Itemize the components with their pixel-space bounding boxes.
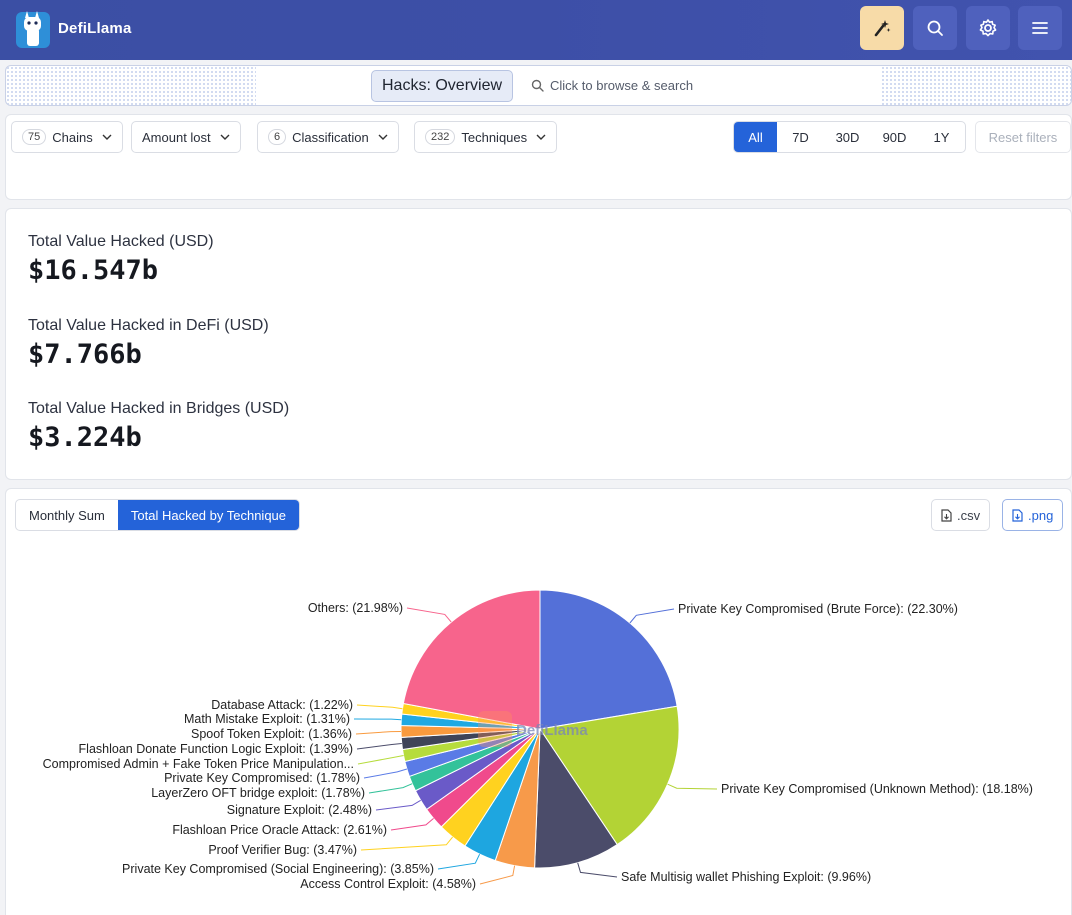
total-hacked-label: Total Value Hacked (USD) (28, 233, 214, 250)
pie-slice-label: Safe Multisig wallet Phishing Exploit: (… (621, 870, 871, 884)
classification-filter[interactable]: 6 Classification (257, 121, 399, 153)
download-png-button[interactable]: .png (1002, 499, 1064, 531)
pie-leader-line (479, 865, 516, 885)
menu-button[interactable] (1018, 6, 1062, 50)
page-search-bar[interactable]: Hacks: Overview Click to browse & search (5, 65, 1072, 106)
chevron-down-icon (220, 134, 230, 140)
pie-slice-label: Database Attack: (1.22%) (211, 698, 353, 712)
pie-slice-label: LayerZero OFT bridge exploit: (1.78%) (151, 786, 365, 800)
search-icon (531, 79, 544, 92)
chevron-down-icon (102, 134, 112, 140)
pie-leader-line (368, 783, 413, 794)
chains-count-badge: 75 (22, 129, 47, 145)
pie-leader-line (437, 853, 481, 870)
pie-slice-label: Others: (21.98%) (308, 601, 403, 615)
pie-slice-label: Private Key Compromised (Brute Force): (… (678, 602, 958, 616)
search-button[interactable] (913, 6, 957, 50)
total-hacked-value: $16.547b (28, 255, 159, 286)
pie-leader-line (629, 608, 675, 624)
png-label: .png (1028, 507, 1054, 523)
csv-label: .csv (957, 507, 981, 523)
ai-assistant-button[interactable] (860, 6, 904, 50)
bridges-hacked-label: Total Value Hacked in Bridges (USD) (28, 400, 290, 417)
pie-leader-line (363, 768, 408, 779)
sparkle-icon (874, 20, 891, 37)
pie-leader-line (355, 731, 402, 735)
classification-filter-label: Classification (292, 129, 369, 145)
pie-slice[interactable] (534, 727, 618, 869)
pie-slice-label: Private Key Compromised (Social Engineer… (122, 862, 434, 876)
brand-name: DefiLlama (58, 19, 132, 37)
tab-total-hacked-by-technique[interactable]: Total Hacked by Technique (117, 500, 300, 530)
time-range-selector: All 7D 30D 90D 1Y (733, 121, 966, 153)
pie-slice-label: Proof Verifier Bug: (3.47%) (208, 843, 357, 857)
chains-filter-label: Chains (52, 129, 93, 145)
search-icon (927, 20, 943, 36)
top-header: DefiLlama (0, 0, 1072, 60)
techniques-filter-label: Techniques (461, 129, 528, 145)
defi-hacked-value: $7.766b (28, 339, 142, 370)
pie-leader-line (667, 783, 718, 790)
classification-count-badge: 6 (268, 129, 287, 145)
pie-slice-label: Private Key Compromised (Unknown Method)… (721, 782, 1033, 796)
pie-leader-line (360, 836, 453, 851)
menu-icon (1032, 22, 1048, 34)
pie-slice-label: Access Control Exploit: (4.58%) (300, 877, 476, 891)
defi-hacked-label: Total Value Hacked in DeFi (USD) (28, 317, 269, 334)
brand-logo[interactable]: DefiLlama (16, 8, 132, 48)
reset-filters-button[interactable]: Reset filters (975, 121, 1071, 153)
pie-slice-label: Flashloan Price Oracle Attack: (2.61%) (172, 823, 387, 837)
pie-leader-line (353, 718, 402, 721)
gear-icon (979, 19, 997, 37)
techniques-count-badge: 232 (425, 129, 456, 145)
tab-monthly-sum[interactable]: Monthly Sum (29, 507, 105, 523)
pie-slice-label: Math Mistake Exploit: (1.31%) (184, 712, 350, 726)
search-placeholder: Click to browse & search (550, 78, 694, 93)
pie-leader-line (356, 704, 403, 710)
pie-leader-line (406, 607, 452, 623)
amount-lost-label: Amount lost (142, 129, 211, 145)
search-input[interactable]: Click to browse & search (531, 66, 693, 105)
pie-slice[interactable] (539, 705, 680, 846)
dotted-pattern-right (881, 66, 1071, 105)
pie-leader-line (577, 862, 618, 878)
pie-slice-label: Signature Exploit: (2.48%) (227, 803, 372, 817)
llama-logo-icon (16, 8, 50, 48)
watermark: DefiLlama (478, 711, 588, 747)
bridges-hacked-value: $3.224b (28, 422, 142, 453)
watermark-text: DefiLlama (516, 722, 588, 739)
filters-panel: 75 Chains Amount lost 6 Classification 2… (5, 114, 1072, 200)
chevron-down-icon (378, 134, 388, 140)
pie-leader-line (357, 755, 404, 765)
range-1y[interactable]: 1Y (933, 129, 950, 145)
range-30d[interactable]: 30D (835, 129, 860, 145)
dotted-pattern-left (6, 66, 256, 105)
pie-slice[interactable] (539, 589, 678, 730)
pie-slice-label: Compromised Admin + Fake Token Price Man… (43, 757, 354, 771)
stats-panel: Total Value Hacked (USD) $16.547b Total … (5, 208, 1072, 480)
amount-lost-filter[interactable]: Amount lost (131, 121, 241, 153)
chart-tabs: Monthly Sum Total Hacked by Technique (15, 499, 301, 531)
pie-leader-line (375, 799, 421, 811)
pie-slice-label: Spoof Token Exploit: (1.36%) (191, 727, 352, 741)
range-90d[interactable]: 90D (882, 129, 907, 145)
range-7d[interactable]: 7D (792, 129, 809, 145)
range-all[interactable]: All (734, 122, 777, 152)
techniques-filter[interactable]: 232 Techniques (414, 121, 558, 153)
pie-slice-label: Private Key Compromised: (1.78%) (164, 771, 360, 785)
file-icon (1012, 508, 1023, 522)
settings-button[interactable] (966, 6, 1010, 50)
watermark-llama-icon (478, 711, 512, 747)
pie-leader-line (356, 743, 402, 750)
page-title: Hacks: Overview (371, 70, 514, 102)
download-csv-button[interactable]: .csv (931, 499, 991, 531)
pie-leader-line (390, 818, 434, 831)
file-icon (941, 508, 952, 522)
chains-filter[interactable]: 75 Chains (11, 121, 123, 153)
pie-slice-label: Flashloan Donate Function Logic Exploit:… (79, 742, 353, 756)
chevron-down-icon (536, 134, 546, 140)
